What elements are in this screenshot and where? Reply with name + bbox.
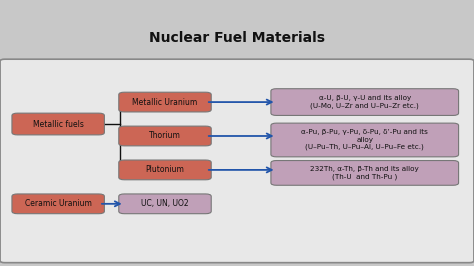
FancyBboxPatch shape <box>271 161 458 185</box>
Text: Plutonium: Plutonium <box>146 165 184 174</box>
Text: α-U, β-U, γ-U and its alloy
(U-Mo, U–Zr and U–Pu–Zr etc.): α-U, β-U, γ-U and its alloy (U-Mo, U–Zr … <box>310 95 419 109</box>
Text: UC, UN, UO2: UC, UN, UO2 <box>141 199 189 208</box>
FancyBboxPatch shape <box>271 89 458 115</box>
Text: 232Th, α-Th, β-Th and its alloy
(Th-U  and Th-Pu ): 232Th, α-Th, β-Th and its alloy (Th-U an… <box>310 166 419 180</box>
FancyBboxPatch shape <box>119 92 211 112</box>
FancyBboxPatch shape <box>119 126 211 146</box>
FancyBboxPatch shape <box>119 160 211 180</box>
Text: Nuclear Fuel Materials: Nuclear Fuel Materials <box>149 31 325 45</box>
FancyBboxPatch shape <box>119 194 211 214</box>
Text: Thorium: Thorium <box>149 131 181 140</box>
Text: Metallic fuels: Metallic fuels <box>33 119 83 128</box>
Text: Metallic Uranium: Metallic Uranium <box>132 98 198 107</box>
FancyBboxPatch shape <box>12 113 104 135</box>
Text: α-Pu, β-Pu, γ-Pu, δ-Pu, δ’-Pu and its
alloy
(U–Pu–Th, U–Pu–Al, U–Pu–Fe etc.): α-Pu, β-Pu, γ-Pu, δ-Pu, δ’-Pu and its al… <box>301 130 428 151</box>
FancyBboxPatch shape <box>271 123 458 157</box>
Text: Ceramic Uranium: Ceramic Uranium <box>25 199 91 208</box>
FancyBboxPatch shape <box>0 59 474 263</box>
FancyBboxPatch shape <box>12 194 104 214</box>
